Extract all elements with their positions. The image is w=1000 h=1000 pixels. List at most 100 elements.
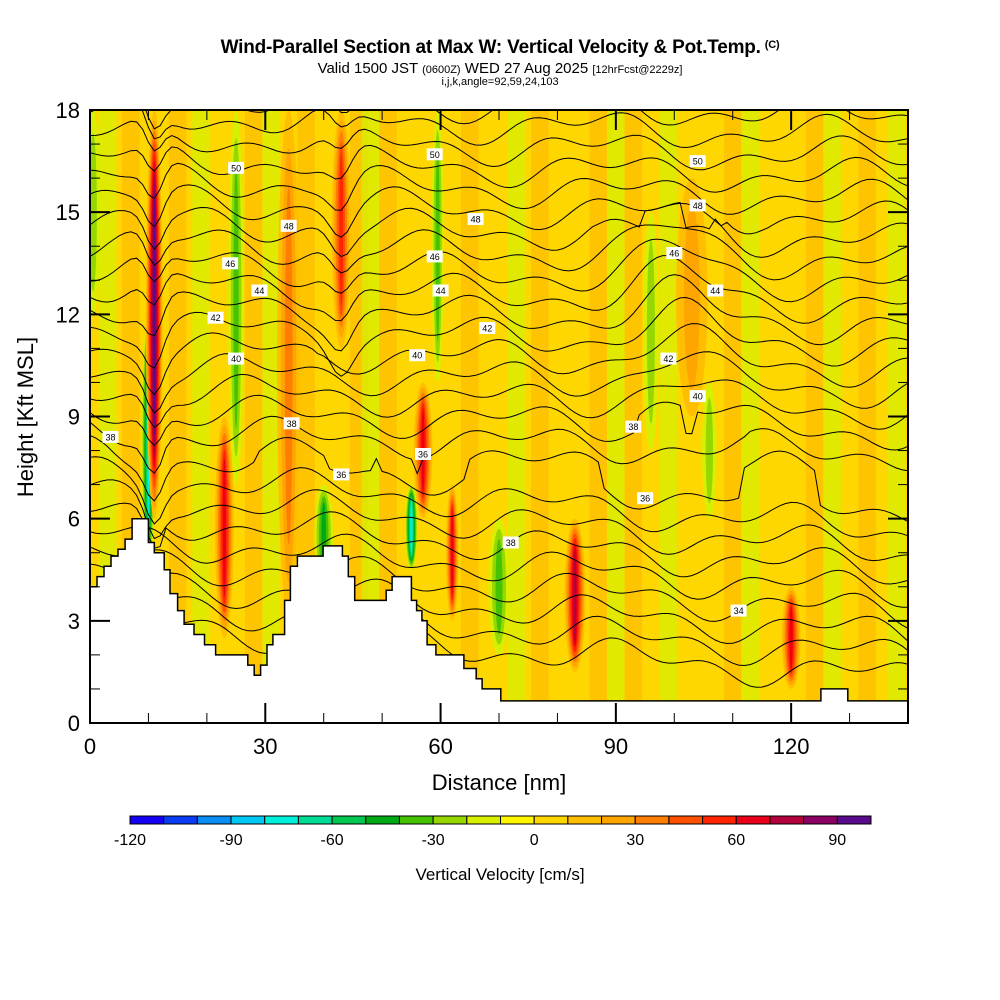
contour-label: 34 (730, 604, 747, 617)
theta-contour-line (90, 144, 908, 193)
contour-label-box (467, 213, 484, 225)
theta-contour-line (90, 394, 908, 451)
contour-label-text: 40 (412, 351, 422, 361)
contour-label: 36 (415, 448, 431, 460)
colorbar-swatch (196, 815, 232, 825)
field-band (461, 110, 479, 723)
contour-label-box (222, 257, 239, 270)
contour-label-text: 46 (430, 252, 440, 262)
colorbar-swatch (500, 815, 535, 825)
x-axis-title: Distance [nm] (432, 770, 567, 795)
updraft-streak (222, 458, 226, 597)
contour-label-text: 48 (693, 201, 703, 211)
contour-label-box (625, 420, 642, 433)
colorbar-tick-label: -30 (422, 832, 445, 849)
contour-label-box (689, 390, 706, 403)
colorbar-swatch (331, 815, 367, 825)
updraft-streak (339, 152, 344, 306)
field-band (507, 110, 526, 723)
contour-label: 38 (502, 536, 519, 549)
downdraft-streak (435, 150, 440, 342)
contour-label-box (432, 284, 449, 297)
theta-contour-line (90, 373, 908, 430)
colorbar-swatch (634, 815, 670, 825)
contour-label-text: 42 (482, 324, 492, 334)
updraft-streak (284, 186, 293, 545)
colorbar-tick-label: 90 (828, 832, 846, 849)
contour-label-box (637, 492, 654, 505)
contour-label: 48 (689, 199, 706, 212)
contour-label: 38 (283, 417, 300, 430)
chart-title-text: Wind-Parallel Section at Max W: Vertical… (220, 37, 761, 58)
x-tick-label: 60 (428, 734, 452, 759)
y-axis-title: Height [Kft MSL] (13, 337, 38, 497)
contour-label: 50 (426, 148, 443, 161)
field-band (624, 110, 643, 723)
contour-label-text: 38 (506, 538, 516, 548)
contour-label-box (479, 322, 496, 334)
contour-label-box (228, 352, 245, 365)
x-tick-label: 90 (604, 734, 628, 759)
downdraft-streak (646, 238, 655, 424)
contour-label: 44 (251, 284, 268, 297)
field-band (379, 110, 397, 723)
colorbar-swatch (567, 815, 603, 825)
theta-contour-line (90, 255, 908, 324)
chart-subtitle: Valid 1500 JST (0600Z) WED 27 Aug 2025 [… (0, 60, 1000, 77)
y-tick-label: 9 (68, 405, 80, 430)
contour-label: 48 (280, 219, 297, 232)
theta-contour-line (90, 502, 908, 585)
velocity-field (90, 110, 908, 723)
field-band (607, 110, 625, 723)
valid-date: WED 27 Aug 2025 (464, 60, 589, 77)
copyright-mark: (C) (764, 39, 780, 51)
colorbar-swatch (735, 815, 771, 825)
contour-label-text: 38 (105, 432, 115, 442)
contour-label-box (666, 247, 683, 259)
colorbar-swatch (230, 815, 266, 825)
contour-label: 42 (479, 322, 496, 334)
colorbar-tick-label: 0 (530, 832, 539, 849)
theta-contour-line (90, 563, 908, 645)
contour-label-text: 48 (284, 221, 294, 231)
contour-label-box (207, 311, 224, 324)
contour-label-box (689, 155, 706, 168)
valid-time: Valid 1500 JST (317, 60, 418, 77)
contour-label-text: 44 (710, 286, 720, 296)
downdraft-streak (410, 501, 413, 554)
theta-contour-line (90, 184, 908, 238)
valid-utc: (0600Z) (422, 64, 461, 76)
contour-label-text: 42 (211, 313, 221, 323)
colorbar-swatch (702, 815, 737, 825)
forecast-info: [12hrFcst@2229z] (592, 64, 683, 76)
colorbar-swatch (601, 815, 636, 825)
contour-label-box (426, 250, 443, 263)
y-tick-label: 15 (56, 200, 80, 225)
field-band (723, 110, 742, 723)
downdraft-streak (495, 539, 503, 635)
contour-label-text: 50 (430, 150, 440, 160)
theta-contour-line (90, 605, 908, 688)
contour-label: 44 (432, 284, 449, 297)
theta-contour-line (90, 479, 908, 562)
theta-contour-line (90, 224, 908, 281)
contour-label-text: 50 (693, 157, 703, 167)
theta-contour-line (90, 584, 908, 667)
theta-contour-line (90, 323, 908, 396)
contour-label: 42 (660, 352, 677, 365)
colorbar-swatch (365, 815, 400, 825)
colorbar-swatch (264, 815, 299, 825)
contour-label: 46 (666, 247, 683, 259)
downdraft-streak (705, 397, 714, 504)
contour-label: 38 (625, 420, 642, 433)
field-band (531, 110, 549, 723)
colorbar-swatch (297, 815, 333, 825)
contour-label-text: 34 (734, 606, 744, 616)
colorbar-swatch (398, 815, 434, 825)
contour-label-text: 38 (628, 422, 638, 432)
theta-contour-line (90, 110, 908, 149)
contour-label: 42 (207, 311, 224, 324)
contour-label: 40 (228, 352, 245, 365)
